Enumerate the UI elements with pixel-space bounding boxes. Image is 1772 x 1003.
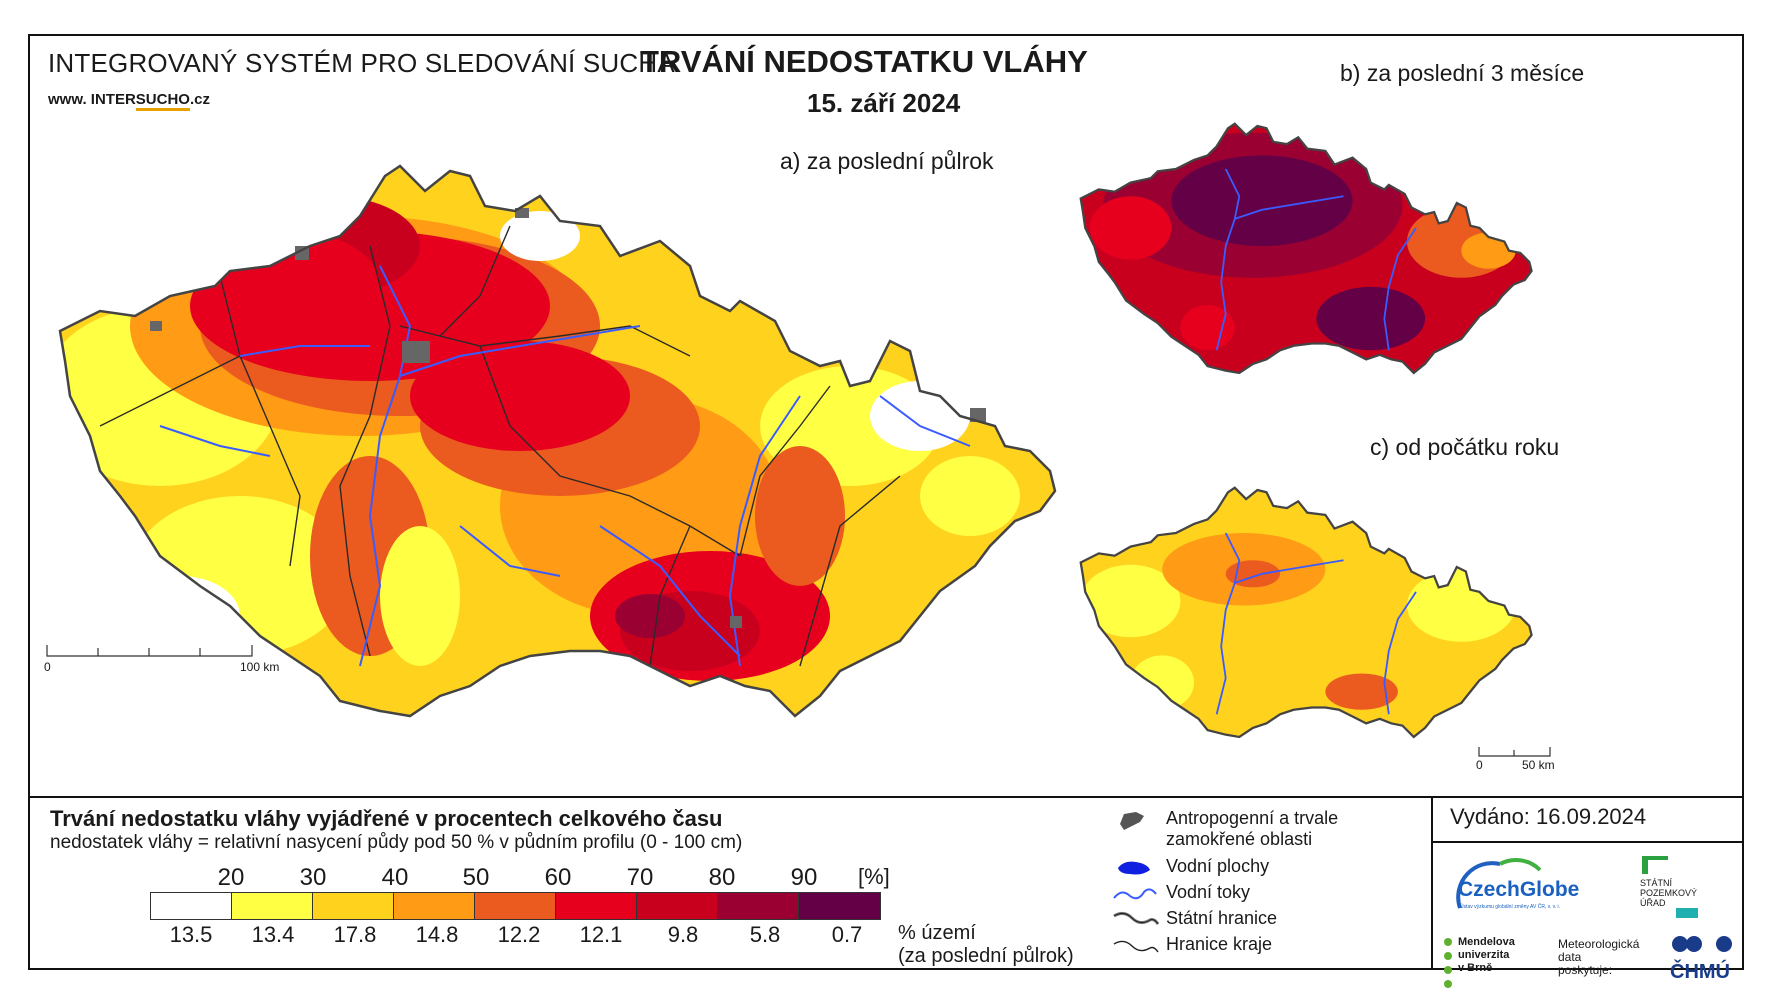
met-line3: poskytuje: [1558, 963, 1613, 977]
czechglobe-subtitle: Ústav výzkumu globální změny AV ČR, v. v… [1460, 904, 1561, 910]
area-percent-row: 13.5 13.4 17.8 14.8 12.2 12.1 9.8 5.8 0.… [150, 922, 888, 948]
class-break-label: 40 [381, 864, 409, 891]
anthropogenic-area-icon [1120, 812, 1144, 830]
class-break-label: 90 [790, 864, 818, 891]
area-percent-value: 14.8 [415, 922, 459, 947]
issued-date: Vydáno: 16.09.2024 [1450, 804, 1647, 829]
map-frame: INTEGROVANÝ SYSTÉM PRO SLEDOVÁNÍ SUCHA w… [28, 34, 1744, 988]
color-class-swatch [313, 893, 394, 919]
spu-line1: STÁTNÍ [1640, 878, 1673, 888]
area-percent-label: % území (za poslední půlrok) [898, 922, 1074, 968]
czechglobe-arc-icon [1456, 858, 1542, 909]
map-a-label: a) za poslední půlrok [780, 148, 994, 174]
area-percent-value: 5.8 [749, 922, 781, 947]
state-border-label: Státní hranice [1166, 908, 1278, 928]
mendel-line3: v Brně [1458, 962, 1493, 974]
color-class-swatch [556, 893, 637, 919]
legend-subtitle: nedostatek vláhy = relativní nasycení pů… [50, 832, 743, 853]
color-class-swatch [232, 893, 313, 919]
website-prefix: www. INTER [48, 91, 136, 108]
czechglobe-name: CzechGlobe [1458, 878, 1580, 901]
color-class-swatch [475, 893, 556, 919]
map-a [58, 164, 1057, 718]
mendel-line2: univerzita [1458, 949, 1510, 961]
legend-water-streams: Vodní toky [1110, 882, 1250, 906]
small-scale-start: 0 [1476, 758, 1483, 772]
footer-divider [1431, 796, 1433, 968]
class-break-label: 30 [299, 864, 327, 891]
mendel-line1: Mendelova [1458, 936, 1515, 948]
website-brand: SUCHO [135, 91, 190, 111]
class-break-label: 50 [462, 864, 490, 891]
water-body-icon [1118, 861, 1150, 875]
area-label-line1: % území [898, 922, 976, 944]
class-break-label: 70 [626, 864, 654, 891]
legend-anthropogenic: Antropogenní a trvale zamokřené oblasti [1110, 808, 1338, 850]
class-break-label: 80 [708, 864, 736, 891]
area-percent-value: 13.4 [251, 922, 295, 947]
chmu-name: ČHMÚ [1670, 961, 1730, 983]
chmu-symbol-icon [1672, 936, 1732, 952]
area-label-line2: (za poslední půlrok) [898, 945, 1074, 967]
class-break-label: 20 [217, 864, 245, 891]
area-percent-value: 13.5 [169, 922, 213, 947]
met-line2: data [1558, 950, 1582, 964]
legend-water-bodies: Vodní plochy [1110, 856, 1269, 880]
area-percent-value: 17.8 [333, 922, 377, 947]
met-line1: Meteorologická [1558, 937, 1640, 951]
area-percent-value: 12.2 [497, 922, 541, 947]
area-percent-value: 9.8 [667, 922, 699, 947]
chmu-logo: ČHMÚ [1670, 934, 1740, 984]
color-class-swatch [799, 893, 880, 919]
color-class-swatch [718, 893, 799, 919]
legend-unit: [%] [858, 864, 890, 889]
map-a-scale-end: 100 km [240, 660, 280, 674]
small-map-scalebar [1478, 747, 1551, 757]
anthropogenic-label-1: Antropogenní a trvale [1166, 808, 1339, 828]
legend-divider [30, 796, 1742, 798]
color-class-swatch [637, 893, 718, 919]
water-bodies-label: Vodní plochy [1166, 856, 1270, 876]
legend-state-border: Státní hranice [1110, 908, 1277, 932]
map-c-label: c) od počátku roku [1370, 434, 1560, 460]
legend-region-border: Hranice kraje [1110, 934, 1272, 958]
anthropogenic-label-2: zamokřené oblasti [1166, 829, 1313, 849]
water-stream-icon [1113, 888, 1157, 900]
region-border-label: Hranice kraje [1166, 934, 1273, 954]
issued-divider [1431, 841, 1742, 843]
small-scale-end: 50 km [1522, 758, 1555, 772]
map-c [1079, 486, 1533, 739]
region-border-icon [1113, 940, 1159, 953]
website-link[interactable]: www. INTERSUCHO.cz [48, 91, 210, 111]
mendel-dots-icon [1444, 938, 1452, 988]
spu-teal-mark-icon [1676, 908, 1698, 918]
met-data-note: Meteorologická data poskytuje: [1558, 938, 1639, 977]
website-suffix: .cz [189, 91, 210, 108]
state-border-icon [1113, 911, 1160, 925]
map-date: 15. září 2024 [807, 88, 961, 118]
color-class-swatch [151, 893, 232, 919]
map-a-scalebar [46, 645, 253, 657]
spu-line2: POZEMKOVÝ [1640, 888, 1698, 898]
main-title: TRVÁNÍ NEDOSTATKU VLÁHY [640, 44, 1088, 79]
area-percent-value: 12.1 [579, 922, 623, 947]
spu-line3: ÚŘAD [1640, 898, 1666, 908]
area-percent-value: 0.7 [831, 922, 863, 947]
mendel-logo: Mendelova univerzita v Brně [1442, 936, 1515, 988]
color-class-swatch [394, 893, 475, 919]
spu-mark-icon [1642, 856, 1668, 874]
map-a-scale-start: 0 [44, 660, 51, 674]
legend-title: Trvání nedostatku vláhy vyjádřené v proc… [50, 806, 723, 831]
map-b-label: b) za poslední 3 měsíce [1340, 60, 1585, 86]
class-break-label: 60 [544, 864, 572, 891]
map-b [1079, 122, 1533, 375]
spu-logo: STÁTNÍ POZEMKOVÝ ÚŘAD [1640, 854, 1698, 920]
czechglobe-logo: CzechGlobe Ústav výzkumu globální změny … [1440, 856, 1600, 924]
water-streams-label: Vodní toky [1166, 882, 1251, 902]
color-scale-bar [150, 892, 881, 920]
system-title: INTEGROVANÝ SYSTÉM PRO SLEDOVÁNÍ SUCHA [48, 48, 675, 78]
